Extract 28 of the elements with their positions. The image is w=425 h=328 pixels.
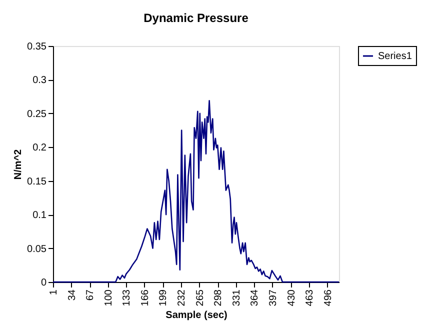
x-tick-label: 298 [213, 289, 224, 306]
x-tick-label: 496 [322, 289, 334, 306]
x-tick-label: 1 [48, 289, 60, 296]
x-tick-label: 265 [194, 289, 206, 306]
x-tick-label: 463 [304, 289, 316, 306]
x-tick-label: 397 [268, 289, 279, 306]
y-tick-label: 0.1 [32, 210, 47, 222]
x-tick-label: 166 [140, 289, 151, 306]
x-tick-label: 232 [176, 289, 188, 306]
y-tick-label: 0.05 [27, 244, 47, 255]
x-tick-label: 199 [158, 289, 170, 306]
x-tick-label: 430 [286, 289, 298, 306]
y-tick-label: 0 [40, 278, 47, 288]
x-tick-label: 364 [250, 289, 261, 306]
x-tick-label: 100 [103, 289, 114, 306]
x-tick-label: 34 [66, 289, 78, 301]
x-axis-title: Sample (sec) [166, 310, 228, 322]
y-tick-label: 0.15 [27, 176, 47, 188]
y-tick-label: 0.2 [32, 142, 47, 154]
y-tick-label: 0.35 [27, 42, 47, 52]
y-tick-label: 0.25 [27, 108, 47, 120]
x-tick-label: 67 [85, 289, 96, 301]
y-axis-title: N/m^2 [13, 148, 24, 180]
x-tick-label: 331 [231, 289, 242, 306]
x-tick-label: 133 [122, 289, 133, 306]
chart-title: Dynamic Pressure [144, 11, 249, 25]
legend-label: Series1 [378, 51, 412, 62]
y-tick-label: 0.3 [32, 75, 47, 86]
